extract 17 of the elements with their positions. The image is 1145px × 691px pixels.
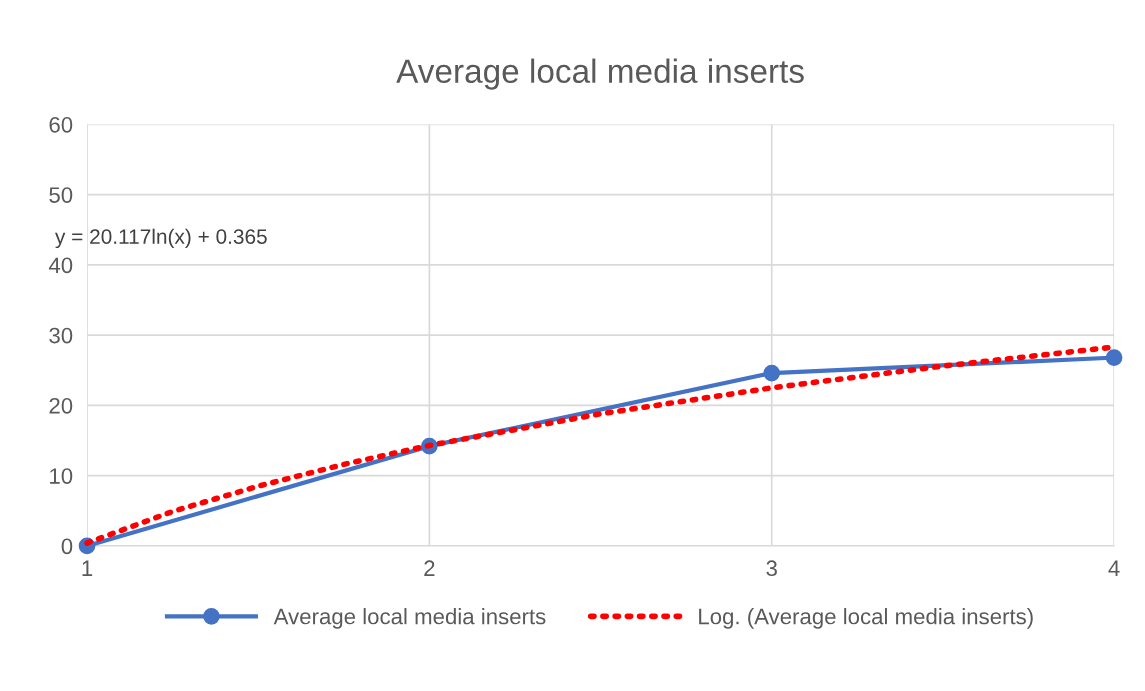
y-tick-label: 20 <box>49 397 73 414</box>
y-tick-label: 30 <box>49 327 73 344</box>
y-tick-label: 40 <box>48 257 73 274</box>
legend-label: Average local media inserts <box>273 608 546 629</box>
y-tick-label: 0 <box>61 538 73 555</box>
x-tick-label: 3 <box>766 560 777 577</box>
point <box>763 364 781 382</box>
point <box>1105 349 1123 366</box>
y-tick-label: 10 <box>50 468 73 484</box>
y-tick-label: 60 <box>49 116 73 133</box>
y-tick-label: 50 <box>49 187 73 203</box>
x-tick-label: 2 <box>424 560 435 576</box>
x-tick-label: 4 <box>1108 560 1120 576</box>
annotation: y = 20.117ln(x) + 0.365 <box>55 228 267 249</box>
chart-title: Average local media inserts <box>396 58 804 90</box>
x-tick-label: 1 <box>82 560 93 576</box>
legend-label: Log. (Average local media inserts) <box>699 608 1033 629</box>
